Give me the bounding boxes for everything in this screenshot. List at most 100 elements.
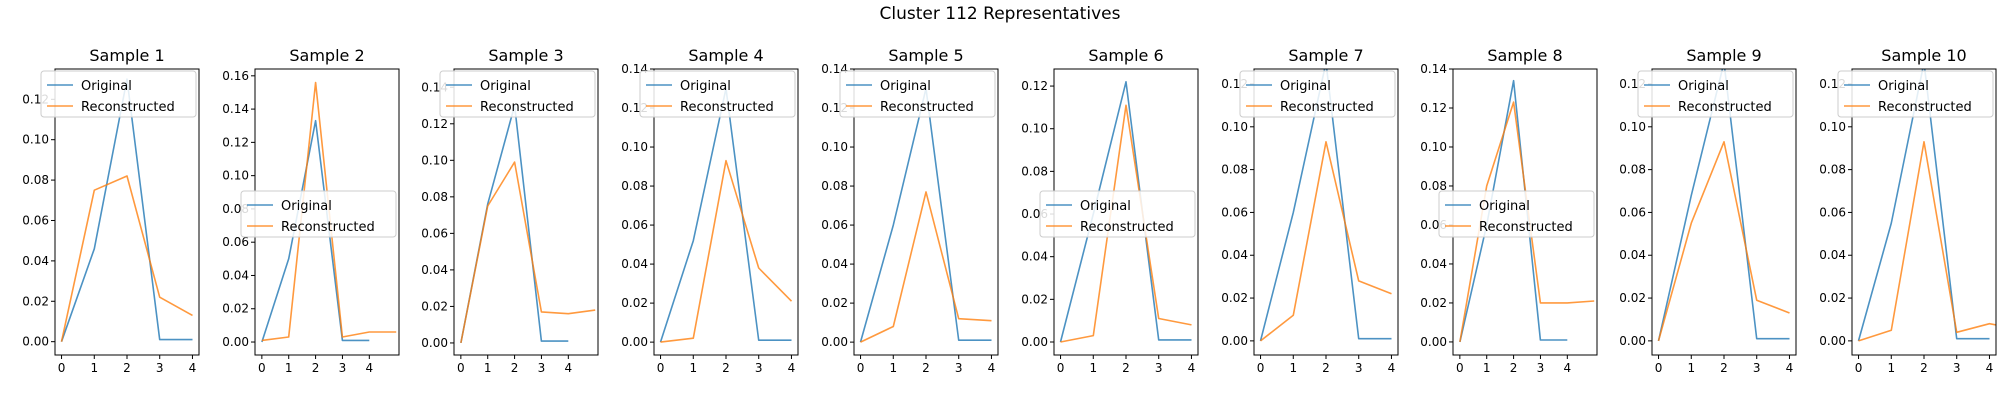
y-tick-label: 0.10 — [1221, 120, 1248, 134]
x-tick-label: 3 — [955, 361, 963, 375]
subplot-2: Sample 20 1 2 3 40.000.020.040.060.080.100.1… — [222, 46, 400, 375]
subplot-6: Sample 60 1 2 3 40.000.020.040.060.080.100.1… — [1021, 46, 1199, 375]
y-tick-label: 0.04 — [1021, 250, 1048, 264]
y-tick-label: 0.02 — [1221, 291, 1248, 305]
x-tick-label: 1 — [1483, 361, 1491, 375]
y-tick-label: 0.00 — [421, 336, 448, 350]
x-tick-label: 0 — [58, 361, 66, 375]
y-tick-label: 0.08 — [1420, 179, 1447, 193]
y-tick-label: 0.10 — [1021, 122, 1048, 136]
legend-label-original: Original — [1479, 199, 1530, 214]
x-tick-label: 2 — [312, 361, 320, 375]
legend-label-reconstructed: Reconstructed — [1878, 100, 1972, 115]
x-tick-label: 4 — [988, 361, 996, 375]
y-tick-label: 0.06 — [1221, 205, 1248, 219]
x-tick-label: 2 — [1920, 361, 1928, 375]
x-tick-label: 4 — [1563, 361, 1571, 375]
x-tick-label: 0 — [457, 361, 465, 375]
series-line-reconstructed — [660, 159, 793, 343]
y-tick-label: 0.04 — [222, 268, 249, 282]
series-line-reconstructed — [860, 191, 992, 343]
legend-label-reconstructed: Reconstructed — [81, 100, 175, 115]
axes-frame — [1851, 68, 1997, 356]
x-tick-label: 3 — [339, 361, 347, 375]
series-line-original — [261, 119, 370, 343]
series-line-original — [1259, 69, 1392, 342]
y-tick-label: 0.10 — [1420, 140, 1447, 154]
axes-frame — [453, 68, 599, 356]
x-tick-label: 1 — [1089, 361, 1097, 375]
legend: Original Reconstructed — [1039, 190, 1196, 238]
y-tick-label: 0.06 — [1819, 205, 1846, 219]
x-tick-label: 2 — [123, 361, 131, 375]
subplot-4: Sample 40 1 2 3 40.000.020.040.060.080.100.1… — [621, 46, 799, 375]
y-tick-label: 0.02 — [1819, 291, 1846, 305]
x-tick-label: 1 — [1887, 361, 1895, 375]
legend-box — [240, 190, 397, 238]
legend-label-reconstructed: Reconstructed — [1280, 100, 1374, 115]
y-tick-label: 0.10 — [421, 153, 448, 167]
subplot-title: Sample 10 — [1881, 46, 1966, 65]
subplot-title: Sample 7 — [1288, 46, 1363, 65]
legend: Original Reconstructed — [839, 70, 996, 118]
y-tick-label: 0.08 — [621, 179, 648, 193]
x-tick-label: 4 — [564, 361, 572, 375]
y-tick-label: 0.06 — [621, 218, 648, 232]
series-line-reconstructed — [1858, 141, 1996, 342]
x-tick-label: 0 — [657, 361, 665, 375]
y-tick-label: 0.10 — [1619, 120, 1646, 134]
x-tick-label: 3 — [1953, 361, 1961, 375]
x-tick-label: 0 — [1855, 361, 1863, 375]
axes-frame — [853, 68, 999, 356]
y-tick-label: 0.00 — [1221, 334, 1248, 348]
legend-box — [1837, 70, 1994, 118]
y-tick-label: 0.00 — [22, 335, 49, 349]
subplot-9: Sample 90 1 2 3 40.000.020.040.060.080.100.1… — [1619, 46, 1797, 375]
subplot-5: Sample 50 1 2 3 40.000.020.040.060.080.100.1… — [821, 46, 999, 375]
legend-box — [40, 70, 197, 118]
y-tick-label: 0.00 — [1021, 335, 1048, 349]
y-tick-label: 0.02 — [1420, 296, 1447, 310]
y-tick-label: 0.08 — [1021, 164, 1048, 178]
y-tick-label: 0.02 — [22, 294, 49, 308]
plot-area — [659, 87, 793, 343]
legend-label-original: Original — [81, 79, 132, 94]
x-tick-label: 0 — [258, 361, 266, 375]
x-tick-label: 4 — [365, 361, 373, 375]
x-tick-label: 2 — [922, 361, 930, 375]
subplot-title: Sample 6 — [1088, 46, 1163, 65]
x-tick-label: 4 — [788, 361, 796, 375]
legend-label-original: Original — [281, 199, 332, 214]
x-tick-label: 0 — [1057, 361, 1065, 375]
x-tick-label: 2 — [1122, 361, 1130, 375]
series-line-original — [1857, 69, 1990, 342]
y-tick-label: 0.06 — [1619, 205, 1646, 219]
y-tick-label: 0.10 — [821, 140, 848, 154]
subplot-title: Sample 5 — [888, 46, 963, 65]
legend: Original Reconstructed — [1438, 190, 1595, 238]
legend-box — [1239, 70, 1396, 118]
legend-box — [639, 70, 796, 118]
legend-label-reconstructed: Reconstructed — [680, 100, 774, 115]
x-tick-label: 3 — [1537, 361, 1545, 375]
y-tick-label: 0.00 — [1619, 334, 1646, 348]
y-tick-label: 0.04 — [1819, 248, 1846, 262]
x-tick-label: 3 — [538, 361, 546, 375]
legend: Original Reconstructed — [439, 70, 596, 118]
x-tick-label: 4 — [1786, 361, 1794, 375]
y-tick-label: 0.08 — [1619, 163, 1646, 177]
series-line-reconstructed — [460, 161, 596, 344]
plot-area — [1657, 69, 1790, 342]
y-tick-label: 0.02 — [421, 299, 448, 313]
x-tick-label: 2 — [1510, 361, 1518, 375]
subplot-title: Sample 2 — [289, 46, 364, 65]
y-tick-label: 0.02 — [821, 296, 848, 310]
y-tick-label: 0.04 — [1221, 248, 1248, 262]
x-tick-label: 1 — [689, 361, 697, 375]
y-tick-label: 0.02 — [621, 296, 648, 310]
legend-box — [1637, 70, 1794, 118]
x-tick-label: 3 — [156, 361, 164, 375]
x-tick-label: 1 — [285, 361, 293, 375]
legend-label-original: Original — [1080, 199, 1131, 214]
